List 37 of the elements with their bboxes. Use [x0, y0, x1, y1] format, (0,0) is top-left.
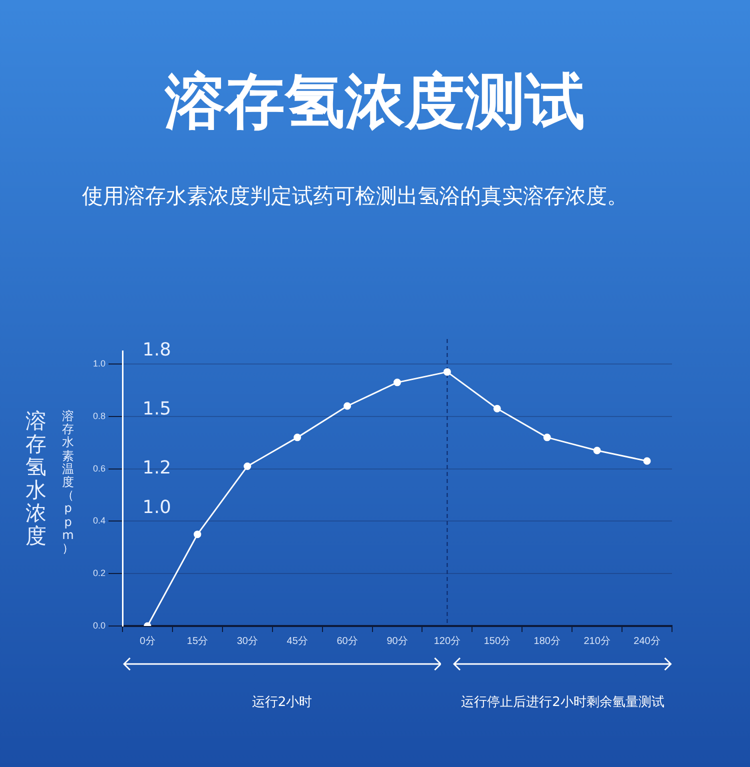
point	[443, 368, 451, 376]
point	[593, 446, 601, 454]
x-tick-label: 240分	[634, 634, 660, 647]
x-tick-label: 0分	[140, 634, 156, 647]
y-tick-label: 0.0	[92, 620, 106, 630]
chart-title: 溶存氢浓度测试	[164, 66, 586, 139]
text: 运行停止后进行2小时剩余氫量测试	[461, 694, 664, 711]
y2-tick-label: 1.8	[142, 340, 172, 361]
point	[194, 530, 202, 538]
x-tick-label: 150分	[484, 634, 511, 647]
point	[543, 434, 551, 442]
x-tick-label: 120分	[434, 634, 461, 647]
x-tick-label: 30分	[236, 634, 258, 647]
point	[294, 434, 302, 442]
y-tick-label: 0.2	[92, 568, 106, 578]
point	[643, 457, 651, 465]
x-tick-label: 90分	[386, 634, 408, 647]
point	[394, 378, 402, 386]
y-tick-label: 1.0	[92, 358, 106, 369]
x-tick-label: 180分	[534, 634, 560, 647]
text: 运行2小时	[252, 694, 312, 711]
text: 溶存氢水浓度	[24, 409, 48, 549]
x-tick-label: 60分	[336, 634, 358, 647]
y2-tick-label: 1.0	[142, 496, 172, 518]
x-tick-label: 15分	[186, 634, 208, 647]
y-tick-label: 0.6	[92, 463, 106, 474]
point	[344, 402, 352, 410]
chart-subtitle: 使用溶存水素浓度判定试药可检测出氢浴的真实溶存浓度。	[82, 183, 629, 210]
x-tick-label: 45分	[286, 634, 308, 647]
x-tick-label: 210分	[584, 634, 610, 647]
text: 溶存水素温度（ppm）	[62, 409, 74, 555]
point	[244, 462, 252, 470]
y2-tick-label: 1.5	[142, 398, 172, 420]
y-tick-label: 0.8	[92, 410, 106, 421]
y2-tick-label: 1.2	[142, 458, 172, 479]
y-tick-label: 0.4	[92, 516, 106, 526]
point	[493, 404, 501, 412]
